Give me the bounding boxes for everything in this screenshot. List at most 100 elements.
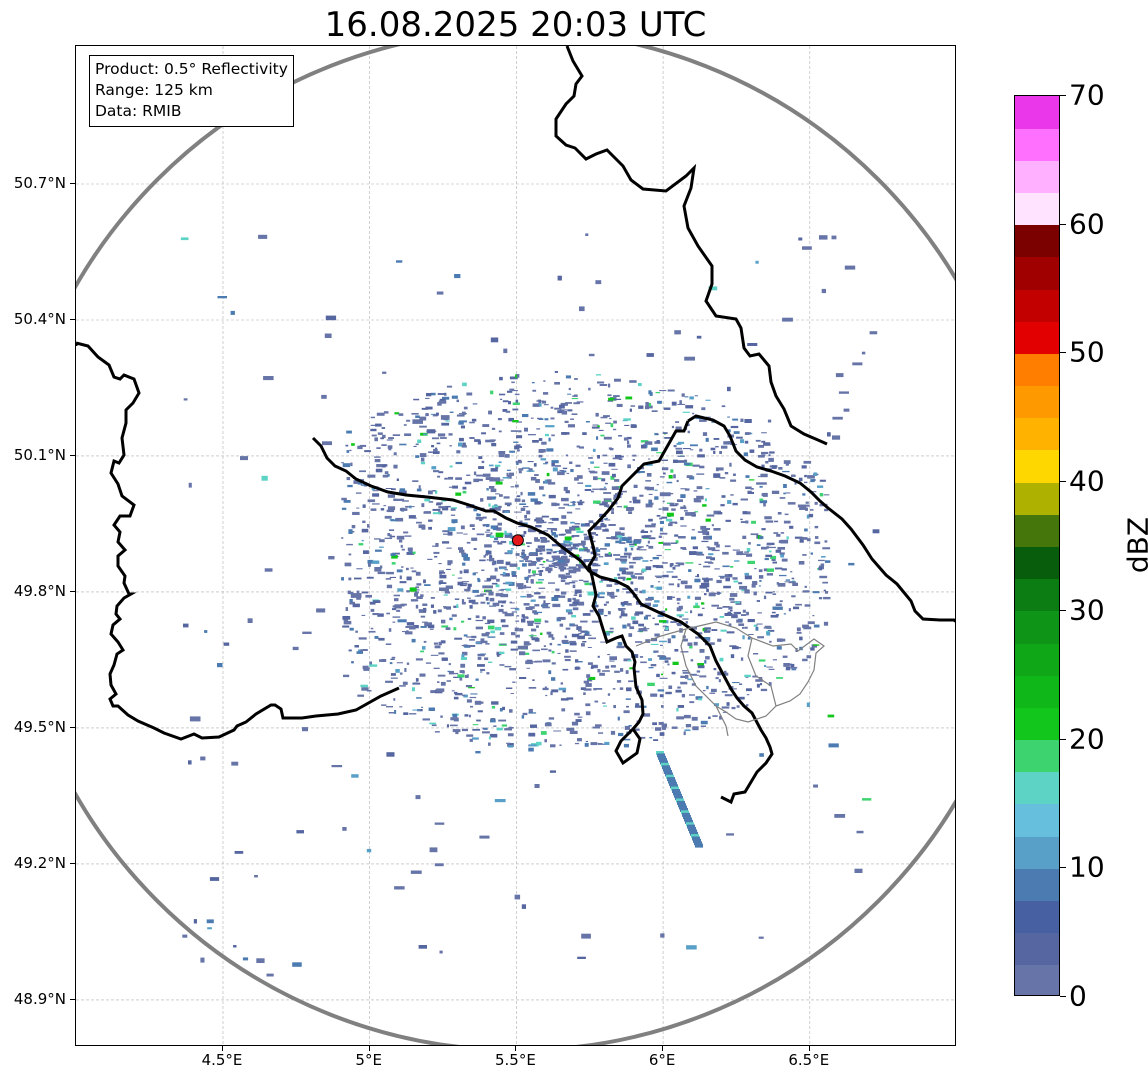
echo-cell [344,562,352,567]
echo-cell [433,610,437,614]
echo-cell [533,611,539,615]
echo-cell [420,626,427,628]
echo-cell [732,646,739,650]
echo-cell [603,415,610,417]
echo-cell [509,450,515,453]
echo-cell [505,581,513,585]
echo-cell [562,668,569,671]
echo-cell [361,528,369,533]
echo-cell [471,418,477,422]
echo-cell [515,484,519,488]
echo-cell [824,508,829,512]
echo-cell [526,470,535,472]
echo-cell [524,514,527,518]
echo-cell [509,541,513,545]
echo-cell [418,524,425,529]
echo-cell [749,432,753,435]
echo-cell [441,422,450,426]
echo-cell [569,542,573,546]
echo-cell [361,539,364,542]
echo-cell [460,657,467,660]
echo-cell [623,418,631,421]
echo-cell [458,442,463,447]
echo-cell [440,681,446,686]
echo-cell [477,656,482,660]
echo-cell [678,803,686,808]
echo-cell [613,420,617,424]
echo-cell [645,463,653,466]
echo-cell [625,670,629,674]
echo-cell [331,765,343,768]
echo-cell [433,551,440,554]
echo-cell [634,613,640,616]
echo-cell [444,505,451,508]
echo-cell [530,724,537,728]
echo-cell [676,450,683,455]
echo-cell [754,568,757,570]
echo-cell [661,673,664,676]
echo-cell [724,472,729,475]
echo-cell [633,728,640,731]
echo-cell [530,476,537,481]
echo-cell [588,520,594,524]
echo-cell [428,624,435,629]
echo-cell [738,623,745,626]
echo-cell [756,623,763,625]
echo-cell [819,575,828,579]
echo-cell [362,665,369,670]
colorbar-tick-label: 0 [1069,979,1087,1013]
echo-cell [387,506,396,511]
echo-cell [696,335,702,339]
echo-cell [392,608,397,611]
echo-cell [569,730,578,734]
echo-cell [498,461,502,464]
echo-cell [378,637,385,641]
echo-cell [558,616,566,620]
echo-cell [703,536,710,540]
echo-cell [484,544,492,548]
echo-cell [595,547,599,551]
echo-cell [567,424,575,428]
echo-cell [579,549,585,552]
echo-cell [346,450,350,453]
echo-cell [768,546,776,549]
echo-cell [649,737,653,739]
echo-cell [554,595,560,598]
echo-cell [477,664,485,667]
echo-cell [527,528,532,533]
echo-cell [380,437,384,440]
echo-cell [729,462,732,467]
echo-cell [407,547,413,552]
echo-cell [365,594,372,598]
echo-cell [613,428,617,431]
echo-cell [423,640,427,643]
echo-cell [722,711,728,713]
echo-cell [420,594,424,597]
echo-cell [664,660,669,663]
echo-cell [406,506,415,508]
echo-cell [695,575,700,577]
echo-cell [531,628,537,632]
echo-cell [626,571,634,575]
echo-cell [636,601,640,605]
echo-cell [424,584,431,586]
colorbar-tick-mark [1060,738,1066,740]
echo-cell [561,515,567,519]
echo-cell [426,393,432,397]
echo-cell [699,675,707,678]
echo-cell [711,688,717,693]
echo-cell [753,591,757,596]
echo-cell [433,642,438,645]
echo-cell [701,540,709,543]
echo-cell [700,725,706,727]
echo-cell [530,498,538,502]
echo-cell [489,733,498,738]
echo-cell [576,445,580,448]
echo-cell [546,566,550,569]
echo-cell [321,394,327,399]
echo-cell [598,612,604,615]
echo-cell [453,696,459,700]
echo-cell [377,432,383,435]
echo-cell [772,659,777,661]
echo-cell [769,451,775,454]
